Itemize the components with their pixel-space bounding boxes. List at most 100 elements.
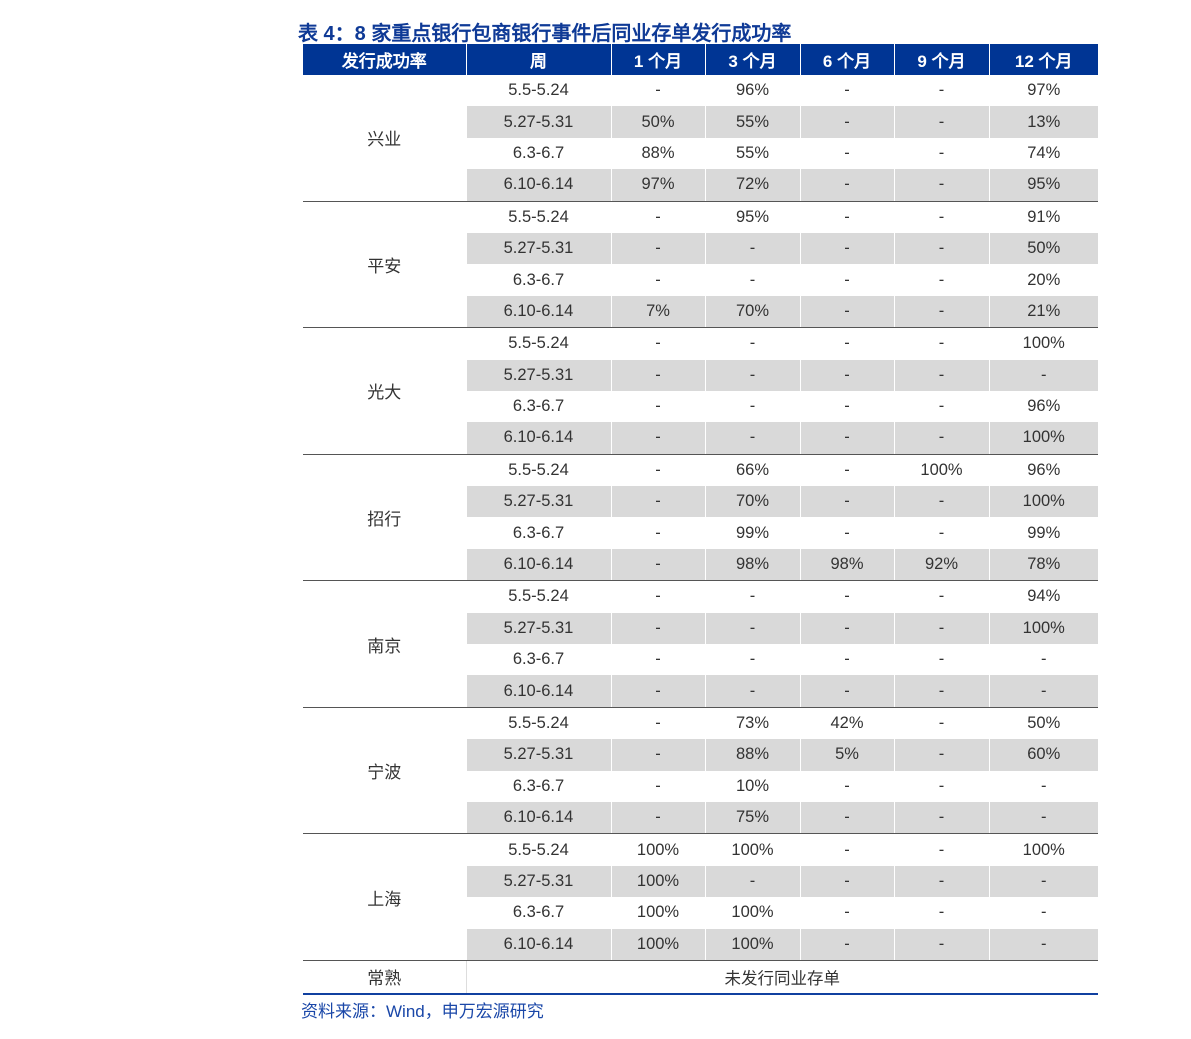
rate-cell: 13%: [988, 106, 1098, 138]
rate-cell: -: [799, 169, 894, 202]
week-cell: 6.10-6.14: [465, 675, 611, 708]
rate-cell: 10%: [704, 770, 800, 802]
rate-cell: 100%: [704, 897, 800, 929]
rate-cell: -: [893, 106, 989, 138]
rate-cell: -: [799, 390, 894, 423]
rate-cell: -: [893, 359, 989, 391]
rate-cell: -: [799, 264, 894, 296]
week-cell: 6.10-6.14: [465, 928, 611, 961]
rate-cell: 100%: [704, 928, 800, 961]
rate-cell: -: [610, 327, 705, 360]
rate-cell: 98%: [799, 548, 894, 582]
rate-cell: -: [893, 75, 989, 107]
table-row: 6.10-6.14-98% 98% 92% 78%: [303, 548, 1098, 582]
rate-cell: -: [988, 359, 1098, 391]
rate-cell: 100%: [610, 897, 705, 929]
rate-cell: -: [610, 548, 705, 582]
rate-cell: 21%: [988, 295, 1098, 329]
rate-cell: -: [893, 137, 989, 170]
rate-cell: -: [610, 201, 705, 233]
rate-cell: -: [988, 801, 1098, 835]
week-cell: 6.3-6.7: [465, 517, 611, 549]
column-header: 9 个月: [893, 44, 989, 75]
rate-cell: -: [799, 865, 894, 898]
week-cell: 6.3-6.7: [465, 390, 611, 423]
rate-cell: -: [799, 801, 894, 835]
column-header: 周: [465, 44, 611, 75]
rate-cell: 55%: [704, 137, 800, 170]
week-cell: 5.5-5.24: [465, 580, 611, 613]
rate-cell: 50%: [988, 232, 1098, 265]
table-row: 6.10-6.14 97% 72% - -95%: [303, 169, 1098, 202]
rate-cell: -: [893, 580, 989, 613]
rate-cell: -: [893, 675, 989, 708]
rate-cell: 78%: [988, 548, 1098, 582]
table-row: 6.3-6.7 88% 55% - -74%: [303, 137, 1098, 170]
rate-cell: -: [610, 486, 705, 518]
table-row: 光大 5.5-5.24- - - -100%: [303, 327, 1098, 455]
rate-cell: -: [704, 612, 800, 645]
table-row: 6.10-6.14-75% - - -: [303, 801, 1098, 835]
rate-cell: -: [988, 675, 1098, 708]
rate-cell: -: [893, 327, 989, 360]
rate-cell: -: [610, 75, 705, 107]
week-cell: 5.27-5.31: [465, 865, 611, 898]
rate-cell: -: [704, 359, 800, 391]
rate-cell: 100%: [988, 486, 1098, 518]
rate-cell: -: [610, 801, 705, 835]
rate-cell: -: [704, 644, 800, 676]
table-header-row: 发行成功率周 1 个月 3 个月 6 个月 9 个月 12 个月: [303, 44, 1098, 75]
table-row: 兴业 5.5-5.24-96% - -97%: [303, 75, 1098, 202]
week-cell: 5.5-5.24: [465, 327, 611, 360]
table-title: 表 4：8 家重点银行包商银行事件后同业存单发行成功率: [298, 23, 792, 45]
bank-name: 招行: [303, 454, 466, 582]
rate-cell: 74%: [988, 137, 1098, 170]
week-cell: 5.5-5.24: [465, 454, 611, 487]
rate-cell: -: [799, 422, 894, 455]
rate-cell: 95%: [988, 169, 1098, 202]
bank-name: 光大: [303, 327, 466, 455]
rate-cell: -: [799, 454, 894, 487]
table-row: 5.27-5.31 50% 55% - -13%: [303, 106, 1098, 138]
table-row: 5.27-5.31-70% - -100%: [303, 486, 1098, 518]
rate-cell: 88%: [704, 739, 800, 771]
rate-cell: -: [988, 770, 1098, 802]
rate-cell: 96%: [704, 75, 800, 107]
rate-cell: 42%: [799, 707, 894, 740]
rate-cell: -: [893, 644, 989, 676]
rate-cell: -: [610, 422, 705, 455]
rate-cell: -: [704, 580, 800, 613]
rate-cell: 70%: [704, 486, 800, 518]
week-cell: 6.10-6.14: [465, 422, 611, 455]
week-cell: 5.27-5.31: [465, 612, 611, 645]
rate-cell: 100%: [704, 833, 800, 866]
rate-cell: -: [610, 739, 705, 771]
week-cell: 5.27-5.31: [465, 232, 611, 265]
rate-cell: -: [610, 517, 705, 549]
table-row: 6.3-6.7- - - -96%: [303, 390, 1098, 423]
rate-cell: 100%: [988, 833, 1098, 866]
rate-cell: 73%: [704, 707, 800, 740]
rate-cell: 50%: [988, 707, 1098, 740]
rate-cell: -: [799, 327, 894, 360]
table-row: 宁波 5.5-5.24-73% 42% -50%: [303, 707, 1098, 835]
rate-cell: -: [893, 295, 989, 329]
rate-cell: -: [893, 707, 989, 740]
rate-cell: -: [704, 264, 800, 296]
rate-cell: -: [893, 833, 989, 866]
rate-cell: -: [610, 612, 705, 645]
table-row: 6.3-6.7- - - -20%: [303, 264, 1098, 296]
rate-cell: -: [988, 928, 1098, 961]
table-row: 6.10-6.14- - - - -: [303, 675, 1098, 708]
rate-cell: -: [799, 486, 894, 518]
rate-cell: 94%: [988, 580, 1098, 613]
rate-cell: 96%: [988, 454, 1098, 487]
table-row: 6.3-6.7-99% - -99%: [303, 517, 1098, 549]
rate-cell: -: [799, 612, 894, 645]
table-row-changshu: 常熟 未发行同业存单: [303, 960, 1098, 995]
rate-cell: -: [893, 928, 989, 961]
bank-name: 常熟: [303, 960, 466, 995]
note-cell: 未发行同业存单: [465, 960, 1098, 995]
rate-cell: 95%: [704, 201, 800, 233]
rate-cell: 100%: [988, 422, 1098, 455]
